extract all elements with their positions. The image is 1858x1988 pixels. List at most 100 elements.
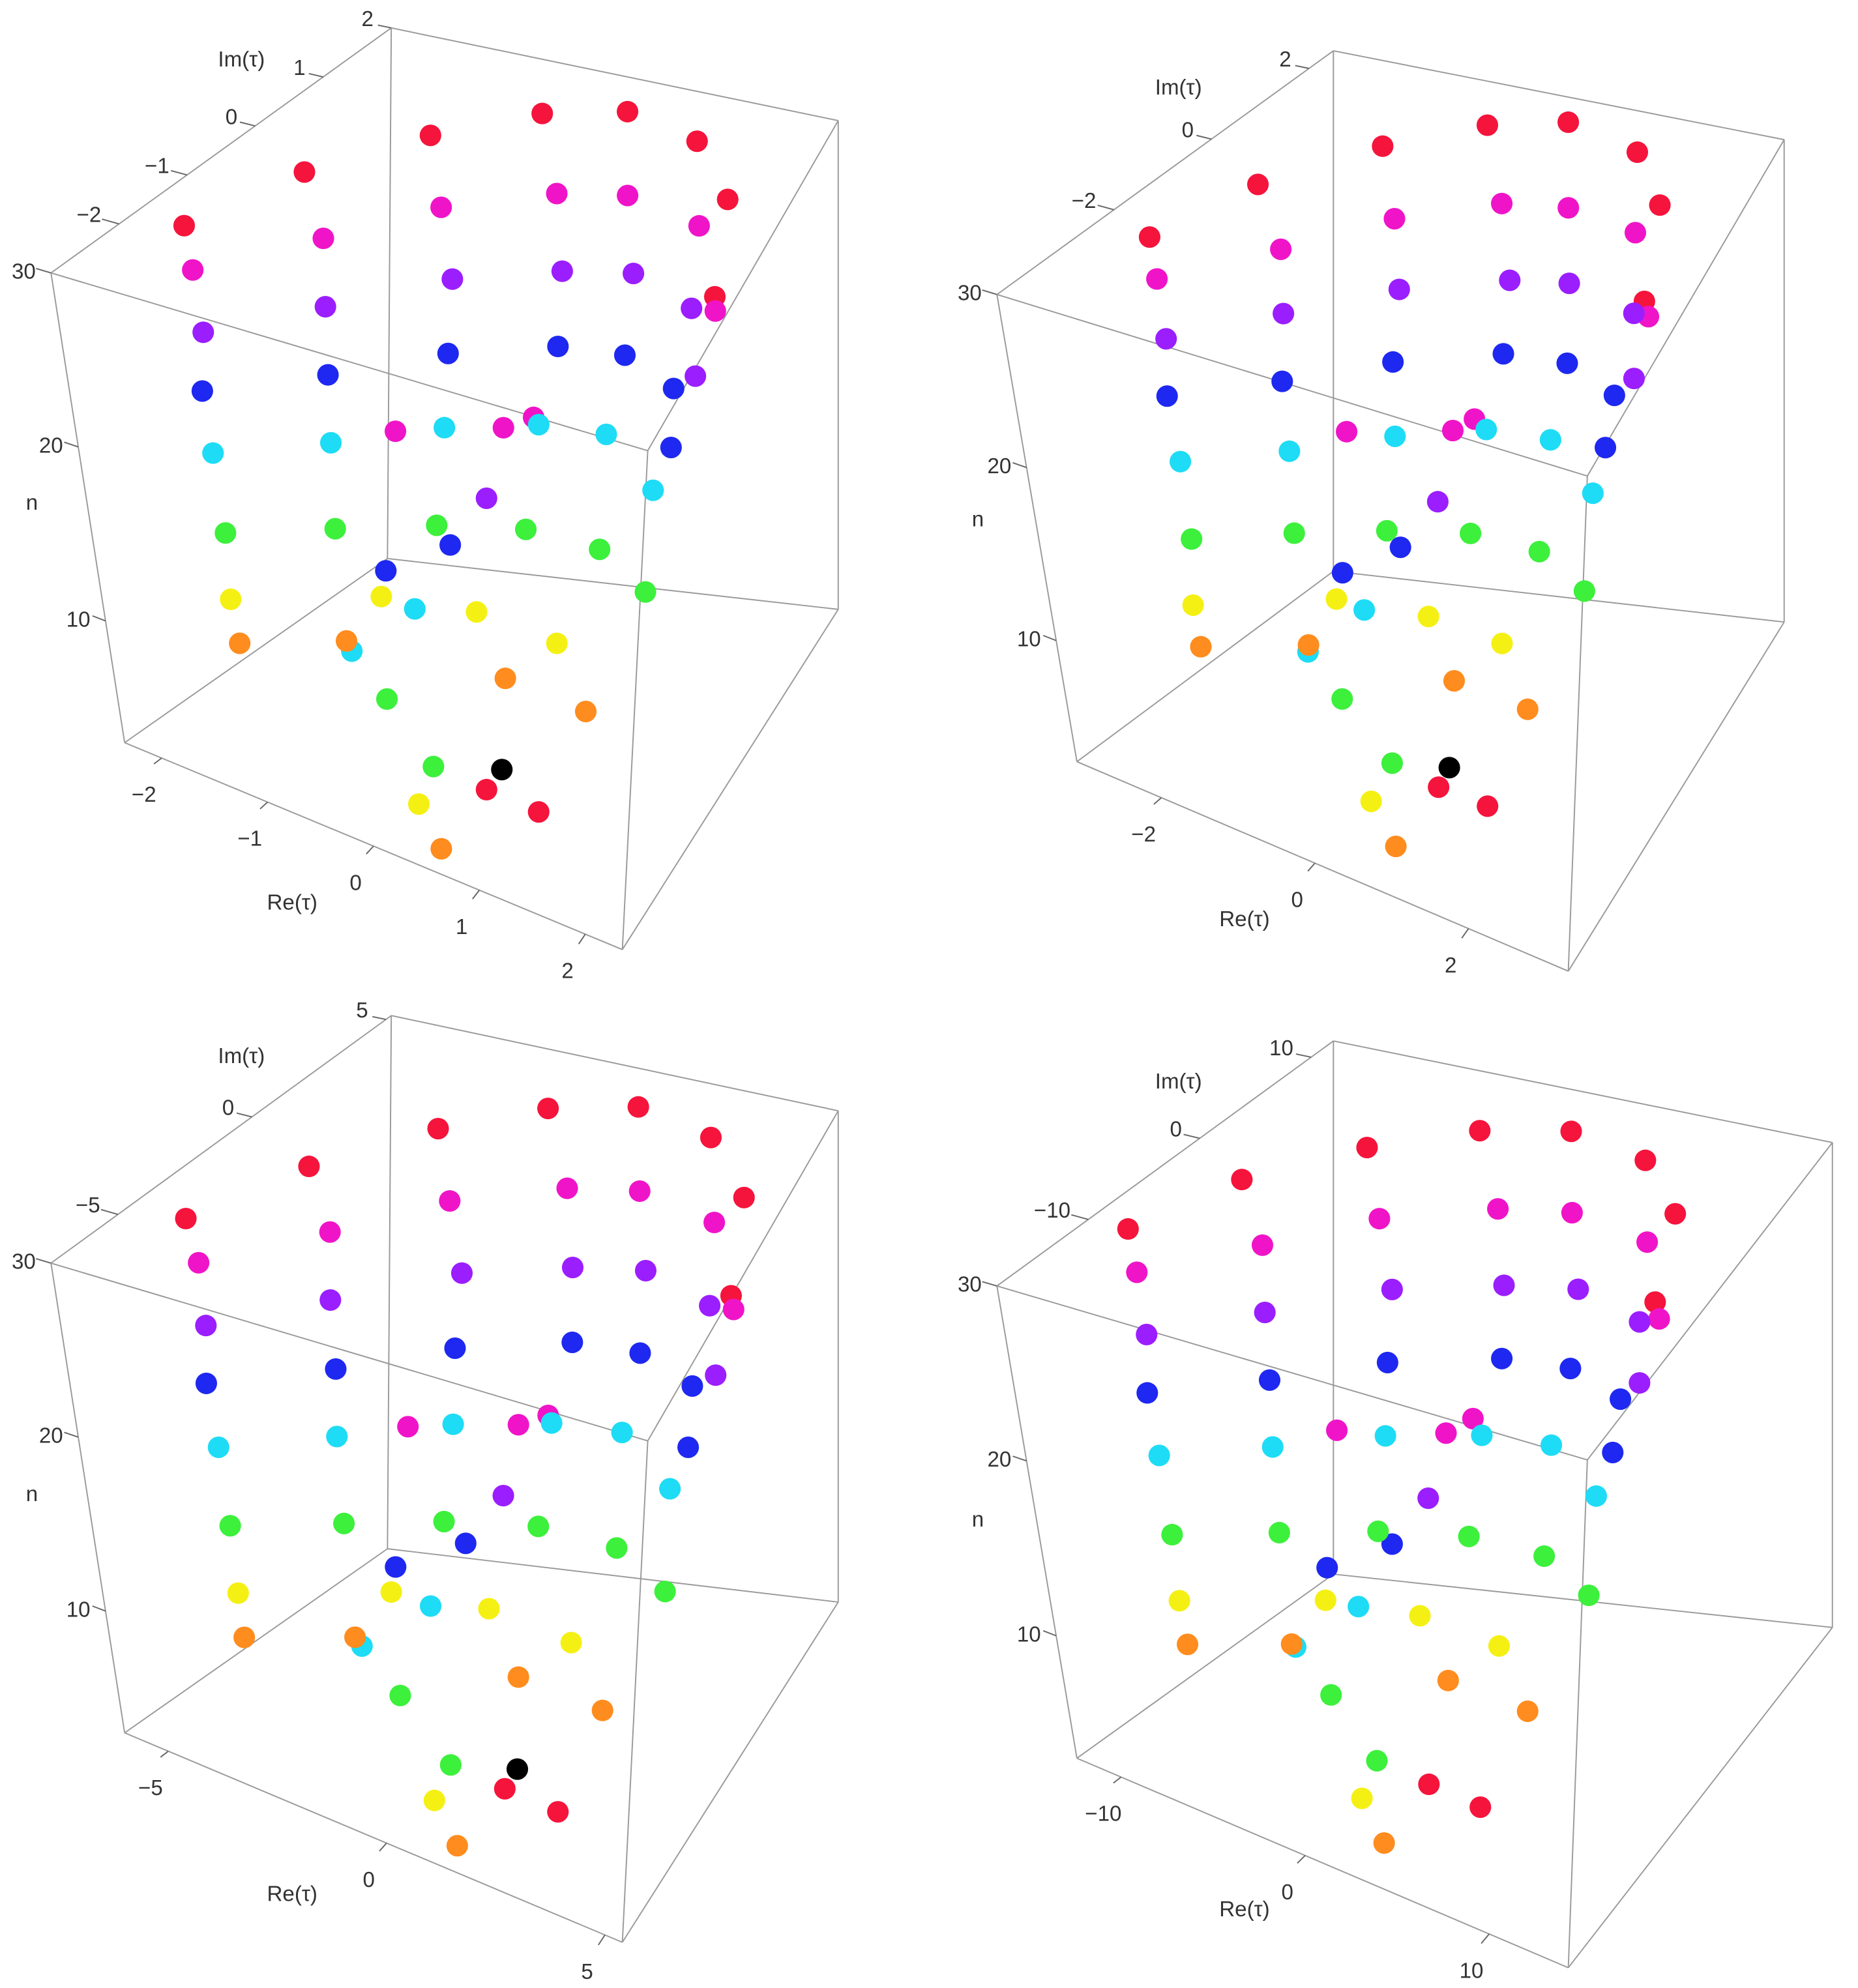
point: [319, 1289, 342, 1311]
point: [192, 321, 214, 344]
point: [1136, 1323, 1158, 1345]
x-tick-label: 0: [363, 1868, 375, 1892]
x-tick: [598, 1935, 606, 1946]
box-edge: [1076, 570, 1334, 763]
z-tick-label: 10: [66, 1598, 91, 1622]
point: [1649, 194, 1671, 216]
point: [704, 300, 726, 322]
point: [220, 588, 242, 611]
point: [404, 598, 426, 620]
point: [182, 259, 204, 281]
point: [1270, 238, 1292, 260]
point: [716, 188, 739, 211]
z-tick: [982, 289, 997, 295]
point: [1348, 1596, 1370, 1618]
point: [219, 1515, 241, 1537]
point: [1462, 1407, 1484, 1429]
point: [595, 423, 617, 446]
point: [494, 667, 516, 690]
point: [628, 1180, 651, 1202]
point: [195, 1372, 217, 1394]
point: [426, 514, 448, 536]
point: [699, 1294, 721, 1317]
box-edge: [1333, 1040, 1833, 1143]
z-tick-label: 30: [12, 259, 36, 284]
y-tick: [239, 121, 256, 127]
box-edge: [996, 1285, 1078, 1759]
point: [1573, 580, 1595, 602]
point: [1556, 352, 1578, 374]
point: [1626, 141, 1649, 164]
point: [1516, 698, 1539, 720]
point: [589, 538, 611, 561]
point: [1161, 1523, 1183, 1546]
z-tick-label: 10: [66, 607, 91, 632]
y-tick-label: −5: [76, 1193, 100, 1218]
point: [494, 1777, 516, 1800]
point: [389, 1684, 411, 1706]
y-tick: [1097, 204, 1114, 211]
point: [1360, 790, 1382, 813]
point: [703, 1211, 726, 1234]
z-tick: [92, 615, 106, 622]
x-tick-label: 5: [581, 1960, 593, 1984]
point: [1182, 594, 1204, 616]
point: [1409, 1605, 1431, 1627]
point: [617, 184, 639, 207]
box-edge: [1567, 1627, 1833, 1968]
point: [1381, 1278, 1403, 1300]
point: [527, 1515, 550, 1538]
point: [686, 130, 708, 153]
point: [229, 632, 251, 654]
point: [444, 1337, 466, 1360]
point: [1623, 368, 1645, 390]
x-tick-label: 2: [1445, 954, 1456, 978]
point: [685, 365, 707, 387]
point: [319, 431, 342, 454]
x-axis-label: Re(τ): [267, 890, 317, 914]
point: [506, 1758, 529, 1780]
box-edge: [996, 294, 1078, 762]
point: [537, 1097, 559, 1120]
point: [1594, 437, 1617, 459]
box-edge: [50, 27, 392, 274]
point: [540, 1412, 563, 1434]
point: [1181, 528, 1203, 550]
point: [465, 601, 488, 623]
point: [531, 102, 553, 124]
point: [319, 1221, 341, 1243]
point: [1644, 1291, 1666, 1313]
x-tick-label: −2: [1131, 823, 1156, 847]
point: [1246, 173, 1269, 196]
point: [1351, 1787, 1373, 1809]
y-tick: [1183, 1133, 1200, 1139]
x-tick-label: 10: [1460, 1959, 1484, 1983]
box-edge: [1076, 761, 1569, 972]
point: [662, 377, 685, 400]
point: [1373, 1832, 1395, 1854]
point: [1634, 1149, 1657, 1171]
box-edge: [387, 1016, 392, 1549]
x-tick: [259, 801, 269, 810]
point: [634, 1259, 657, 1281]
x-tick-label: 2: [561, 959, 573, 983]
point: [688, 214, 710, 237]
point: [527, 801, 550, 823]
point: [1356, 1137, 1378, 1159]
box-edge: [1333, 570, 1784, 623]
point: [546, 183, 568, 205]
point: [591, 1699, 613, 1721]
point: [1126, 1261, 1148, 1283]
z-tick: [1042, 1630, 1057, 1637]
x-tick-label: 0: [349, 871, 361, 895]
point: [1469, 1120, 1491, 1142]
point: [507, 1666, 529, 1688]
point: [434, 417, 456, 439]
point: [326, 1425, 348, 1448]
point: [427, 1117, 449, 1140]
z-tick-label: 20: [39, 433, 63, 458]
y-tick-label: 1: [293, 56, 305, 80]
z-tick-label: 20: [987, 454, 1011, 478]
z-tick: [1012, 462, 1027, 469]
box-edge: [621, 609, 839, 950]
